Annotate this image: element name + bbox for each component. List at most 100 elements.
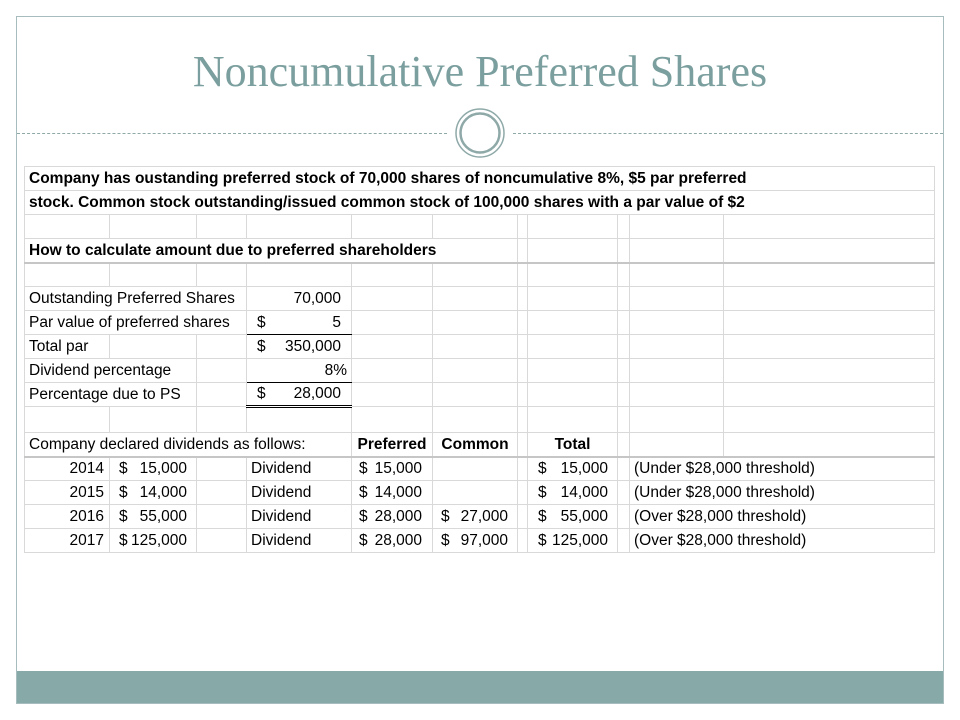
accounting-value: $ 125,000	[538, 531, 608, 551]
empty-cell	[196, 214, 247, 239]
intro-row: Company has oustanding preferred stock o…	[23, 166, 936, 191]
empty-cell	[617, 310, 630, 335]
empty-cell	[617, 286, 630, 311]
currency-symbol: $	[119, 532, 128, 549]
amount: 55,000	[139, 508, 187, 525]
amount: 14,000	[139, 484, 187, 501]
calc-value: $ 5	[246, 310, 352, 335]
blank-row	[24, 214, 936, 239]
empty-cell	[527, 334, 618, 359]
title-divider-left	[17, 133, 447, 134]
amount: 14,000	[374, 484, 422, 501]
accounting-value: $ 14,000	[119, 483, 187, 503]
calc-label: Total par	[24, 334, 110, 359]
empty-cell	[432, 480, 518, 505]
empty-cell	[617, 214, 630, 239]
empty-cell	[629, 262, 724, 287]
empty-cell	[24, 214, 110, 239]
empty-cell	[432, 382, 518, 407]
total-amount: $ 14,000	[527, 480, 618, 505]
amount: 125,000	[130, 532, 187, 549]
amount: 28,000	[374, 532, 422, 549]
currency-symbol: $	[538, 484, 547, 501]
empty-cell	[722, 358, 936, 383]
amount: 125,000	[551, 532, 608, 549]
empty-cell	[432, 334, 518, 359]
preferred-header: Preferred	[351, 432, 433, 458]
empty-cell	[517, 286, 528, 311]
empty-cell	[246, 214, 352, 239]
dividend-header-row: Company declared dividends as follows: P…	[24, 432, 936, 458]
empty-cell	[517, 214, 528, 239]
amount: 55,000	[560, 508, 608, 525]
empty-cell	[617, 262, 630, 287]
intro-row: stock. Common stock outstanding/issued c…	[23, 190, 936, 215]
declared-amount: $ 125,000	[109, 528, 197, 553]
empty-cell	[617, 238, 630, 264]
blank-row	[24, 406, 936, 433]
empty-cell	[722, 310, 936, 335]
empty-cell	[351, 310, 433, 335]
accounting-value: $ 15,000	[538, 459, 608, 479]
empty-cell	[527, 286, 618, 311]
calc-value: 70,000	[246, 286, 352, 311]
dividend-type: Dividend	[246, 528, 352, 553]
empty-cell	[527, 262, 618, 287]
currency-symbol: $	[257, 314, 266, 331]
calc-label: Dividend percentage	[24, 358, 197, 383]
currency-symbol: $	[359, 508, 368, 525]
empty-cell	[527, 214, 618, 239]
empty-cell	[629, 358, 724, 383]
empty-cell	[196, 480, 247, 505]
year-cell: 2016	[24, 504, 110, 529]
accounting-value: $ 28,000	[359, 531, 422, 551]
empty-cell	[517, 238, 528, 264]
empty-cell	[196, 358, 247, 383]
dividend-row: 2014 $ 15,000 Dividend $ 15,000 $ 15,000…	[24, 456, 936, 481]
accounting-value: $ 55,000	[538, 507, 608, 527]
empty-cell	[617, 480, 630, 505]
dividend-type: Dividend	[246, 480, 352, 505]
dividend-row: 2017 $ 125,000 Dividend $ 28,000 $ 97,00…	[24, 528, 936, 553]
empty-cell	[527, 406, 618, 433]
empty-cell	[527, 382, 618, 407]
empty-cell	[617, 406, 630, 433]
accounting-value: $ 350,000	[257, 337, 341, 357]
currency-symbol: $	[359, 460, 368, 477]
empty-cell	[527, 358, 618, 383]
empty-cell	[196, 406, 247, 433]
empty-cell	[722, 406, 936, 433]
empty-cell	[196, 334, 247, 359]
amount: 97,000	[460, 532, 508, 549]
year-cell: 2017	[24, 528, 110, 553]
spreadsheet-table: Company has oustanding preferred stock o…	[23, 166, 936, 553]
declared-amount: $ 55,000	[109, 504, 197, 529]
empty-cell	[517, 310, 528, 335]
empty-cell	[629, 406, 724, 433]
empty-cell	[432, 262, 518, 287]
year-cell: 2014	[24, 456, 110, 481]
empty-cell	[432, 358, 518, 383]
preferred-amount: $ 15,000	[351, 456, 433, 481]
accounting-value: $ 14,000	[538, 483, 608, 503]
empty-cell	[196, 262, 247, 287]
calc-value: 8%	[246, 358, 352, 383]
common-amount: $ 97,000	[432, 528, 518, 553]
currency-symbol: $	[359, 532, 368, 549]
calc-label: Par value of preferred shares	[24, 310, 247, 335]
empty-cell	[617, 334, 630, 359]
empty-cell	[629, 382, 724, 407]
empty-cell	[246, 262, 352, 287]
empty-cell	[351, 286, 433, 311]
empty-cell	[517, 382, 528, 407]
amount: 27,000	[460, 508, 508, 525]
empty-cell	[617, 456, 630, 481]
currency-symbol: $	[119, 460, 128, 477]
total-header: Total	[527, 432, 618, 458]
empty-cell	[722, 286, 936, 311]
empty-cell	[722, 334, 936, 359]
empty-cell	[629, 238, 724, 264]
currency-symbol: $	[359, 484, 368, 501]
empty-cell	[617, 504, 630, 529]
declared-amount: $ 15,000	[109, 456, 197, 481]
